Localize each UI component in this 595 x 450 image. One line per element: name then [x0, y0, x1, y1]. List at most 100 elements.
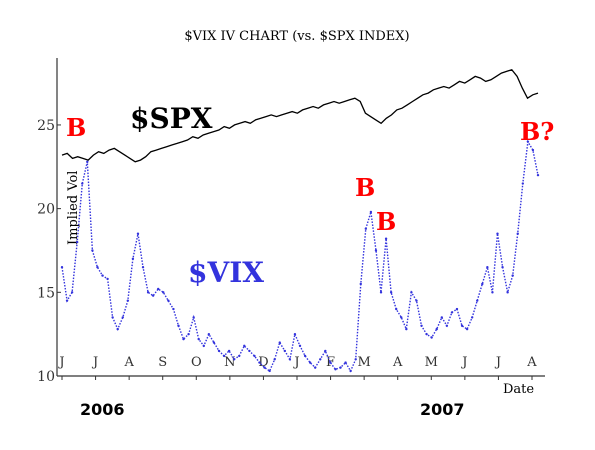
- vix-point: [293, 332, 297, 336]
- x-tick-label: J: [494, 355, 501, 370]
- y-axis-label: Implied Vol: [66, 171, 81, 245]
- vix-point: [339, 366, 342, 369]
- vix-point: [268, 369, 271, 373]
- vix-point: [334, 368, 337, 371]
- vix-point: [238, 354, 241, 358]
- vix-point: [410, 291, 413, 294]
- vix-point: [96, 266, 99, 269]
- x-tick-label: M: [357, 355, 370, 370]
- vix-point: [400, 316, 403, 319]
- vix-point: [157, 287, 160, 291]
- y-tick-label: 15: [37, 285, 55, 301]
- vix-point: [303, 354, 307, 358]
- vix-point: [151, 294, 155, 297]
- x-tick-label: N: [224, 355, 235, 370]
- vix-point: [298, 344, 302, 348]
- vix-point: [359, 282, 362, 286]
- y-ticks: 10 15 20 25: [37, 118, 61, 385]
- vix-point: [384, 237, 388, 240]
- vix-point: [187, 332, 190, 336]
- vix-point: [531, 148, 535, 152]
- vix-point: [81, 182, 84, 185]
- vix-point: [511, 274, 514, 277]
- vix-point: [405, 327, 408, 331]
- vix-point: [536, 173, 540, 177]
- x-tick-label: J: [460, 355, 467, 370]
- vix-point: [106, 277, 109, 281]
- vix-point: [425, 332, 428, 336]
- chart-title: $VIX IV CHART (vs. $SPX INDEX): [184, 29, 409, 44]
- x-tick-label: A: [526, 355, 537, 370]
- x-tick-label: O: [191, 355, 202, 370]
- vix-point: [86, 160, 89, 163]
- vix-point: [288, 358, 292, 361]
- vix-point: [202, 344, 205, 348]
- vix-point: [70, 291, 74, 294]
- y-tick-label: 25: [37, 118, 55, 134]
- vix-point: [379, 291, 383, 294]
- vix-point: [182, 337, 185, 341]
- annotation-b-march-2: B: [376, 207, 396, 236]
- vix-point: [526, 140, 530, 143]
- x-tick-label: A: [392, 355, 403, 370]
- vix-point: [217, 349, 221, 353]
- vix-point: [273, 358, 276, 361]
- vix-point: [278, 341, 281, 344]
- vix-point: [486, 266, 489, 269]
- x-tick-label: D: [258, 355, 268, 370]
- vix-point: [162, 291, 165, 294]
- vix-point: [258, 361, 261, 364]
- vix-point: [450, 311, 454, 314]
- vix-point: [172, 307, 175, 311]
- vix-point: [496, 232, 499, 235]
- vix-point: [440, 316, 443, 319]
- vix-point: [430, 336, 433, 339]
- vix-point: [349, 369, 352, 373]
- vix-point: [111, 316, 114, 319]
- vix-point: [308, 361, 312, 364]
- vix-point: [131, 257, 135, 261]
- vix-point: [420, 324, 423, 327]
- annotation-spx-label: $SPX: [130, 102, 213, 135]
- vix-point: [369, 210, 373, 214]
- vix-point: [192, 316, 195, 319]
- annotation-vix-label: $VIX: [188, 256, 264, 289]
- y-tick-label: 10: [37, 369, 55, 385]
- vix-point: [455, 307, 459, 311]
- vix-point: [435, 327, 438, 331]
- vix-point: [227, 349, 231, 353]
- vix-point: [389, 291, 393, 294]
- vix-point: [243, 344, 246, 348]
- vix-point: [136, 232, 140, 235]
- vix-point: [395, 307, 398, 311]
- vix-point: [167, 299, 170, 302]
- vix-point: [516, 232, 519, 235]
- vix-point: [470, 316, 474, 319]
- vix-point: [232, 358, 236, 361]
- vix-point: [319, 358, 322, 361]
- vix-point: [481, 282, 484, 286]
- vix-point: [329, 361, 332, 364]
- annotation-b-june: B: [66, 113, 86, 142]
- vix-point: [364, 227, 368, 230]
- series-line-vix: [61, 139, 539, 373]
- vix-point: [521, 182, 525, 185]
- vix-point: [141, 266, 145, 269]
- vix-point: [197, 337, 200, 341]
- vix-point: [460, 324, 464, 327]
- vix-point: [60, 266, 64, 269]
- vix-point: [101, 274, 104, 277]
- y-tick-label: 20: [37, 202, 55, 218]
- vix-point: [207, 332, 211, 336]
- vix-point: [91, 249, 94, 252]
- x-tick-label: J: [91, 355, 98, 370]
- vix-point: [491, 291, 494, 294]
- series-line-spx: [61, 68, 539, 163]
- vix-point: [465, 327, 469, 331]
- vix-point: [324, 349, 327, 353]
- vix-point: [121, 316, 124, 319]
- year-label-2007: 2007: [420, 400, 465, 419]
- vix-point: [354, 358, 357, 361]
- vix-point: [253, 354, 256, 358]
